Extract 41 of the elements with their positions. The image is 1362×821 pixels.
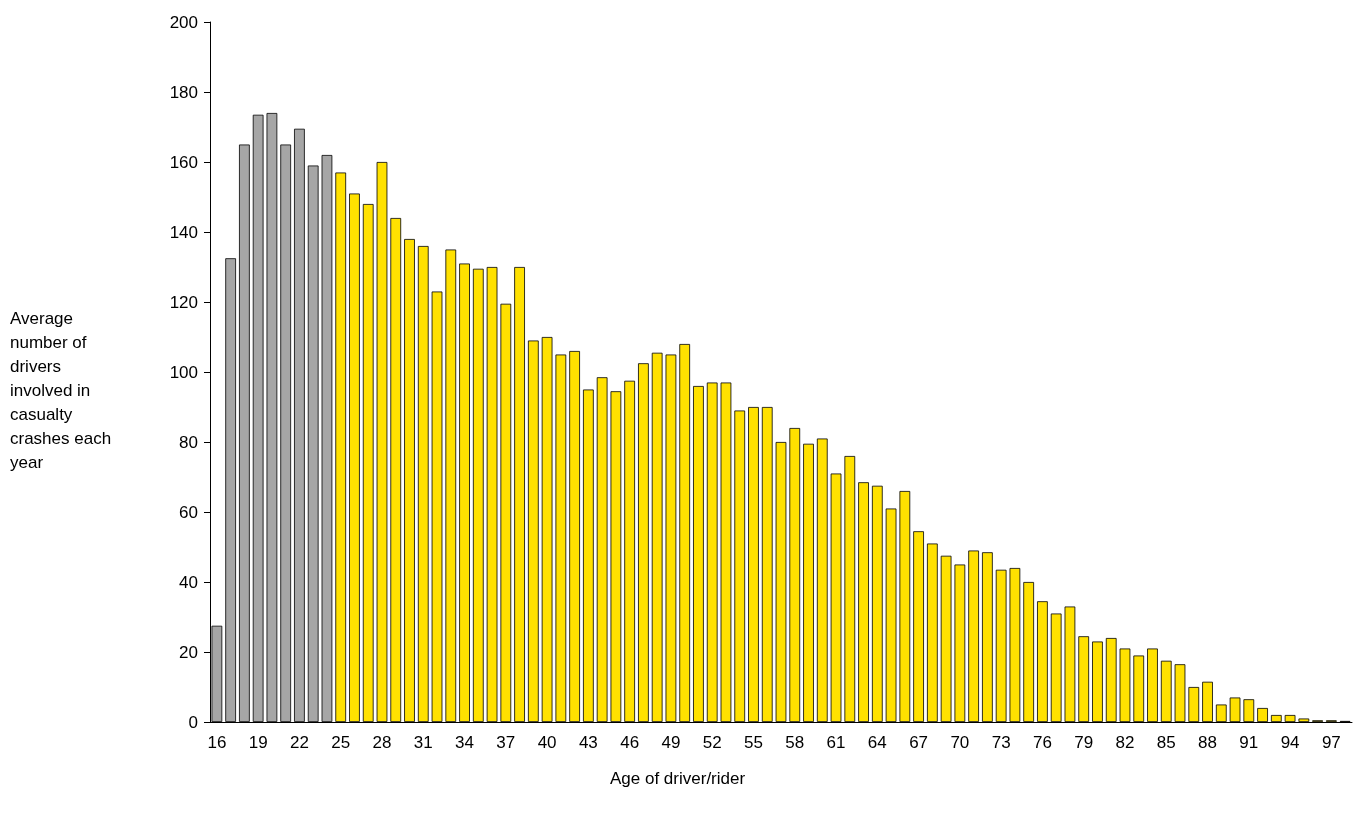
x-tick-label: 37 (496, 733, 516, 752)
x-tick-label: 52 (702, 733, 722, 752)
x-tick-label: 43 (578, 733, 598, 752)
y-tick-label: 120 (169, 292, 198, 312)
x-tick-label: 61 (826, 733, 846, 752)
x-tick-label: 73 (991, 733, 1011, 752)
x-tick-label: 79 (1074, 733, 1094, 752)
x-tick-label: 82 (1115, 733, 1135, 752)
x-tick-label: 46 (620, 733, 640, 752)
x-tick-label: 25 (331, 733, 351, 752)
y-tick-label: 80 (179, 432, 198, 452)
x-tick-label: 67 (909, 733, 929, 752)
y-tick-label: 140 (169, 222, 198, 242)
x-tick-label: 55 (744, 733, 763, 752)
y-tick-label: 40 (179, 572, 198, 592)
y-tick-label: 0 (188, 712, 198, 732)
x-tick-label: 19 (248, 733, 268, 752)
y-tick-label: 20 (179, 642, 198, 662)
y-tick-label: 100 (169, 362, 198, 382)
x-tick-label: 40 (537, 733, 557, 752)
x-tick-label: 85 (1156, 733, 1176, 752)
y-tick-label: 200 (169, 12, 198, 32)
x-tick-label: 28 (372, 733, 392, 752)
x-tick-label: 49 (661, 733, 681, 752)
x-tick-label: 16 (207, 733, 227, 752)
x-tick-label: 88 (1198, 733, 1217, 752)
x-axis-title: Age of driver/rider (610, 769, 746, 788)
x-tick-label: 97 (1321, 733, 1341, 752)
x-tick-label: 64 (867, 733, 887, 752)
y-tick-label: 160 (169, 152, 198, 172)
x-tick-label: 34 (455, 733, 474, 752)
x-tick-label: 70 (950, 733, 970, 752)
x-tick-label: 31 (413, 733, 433, 752)
y-tick-label: 60 (179, 502, 198, 522)
y-axis-title: Average number of drivers involved in casualty crashes each year (10, 308, 116, 472)
y-tick-label: 180 (169, 82, 198, 102)
x-tick-label: 58 (785, 733, 805, 752)
x-tick-label: 22 (289, 733, 309, 752)
x-tick-label: 91 (1239, 733, 1259, 752)
x-tick-label: 94 (1280, 733, 1300, 752)
x-tick-label: 76 (1032, 733, 1052, 752)
